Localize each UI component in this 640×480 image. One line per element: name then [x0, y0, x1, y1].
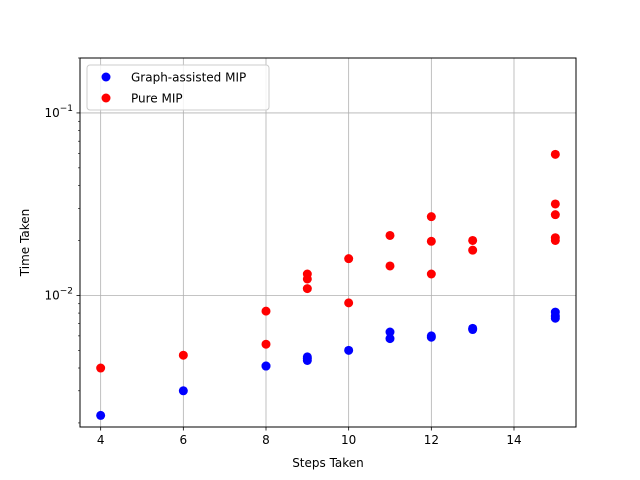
legend: Graph-assisted MIP Pure MIP: [86, 64, 270, 111]
x-tick-label: 12: [424, 433, 439, 447]
pure-mip-point: [385, 230, 395, 240]
plot-area-frame: [79, 57, 577, 428]
pure-mip-point: [550, 149, 560, 159]
graph-assisted-point: [344, 345, 354, 355]
x-tick-label: 4: [97, 433, 105, 447]
pure-mip-point: [550, 233, 560, 243]
graph-assisted-point: [385, 334, 395, 344]
pure-mip-point: [96, 363, 106, 373]
graph-assisted-point: [385, 327, 395, 337]
graph-assisted-point: [96, 410, 106, 420]
legend-marker: [101, 72, 111, 82]
legend-box: [86, 64, 270, 111]
pure-mip-point: [550, 210, 560, 220]
graph-assisted-point: [261, 361, 271, 371]
pure-mip-point: [468, 235, 478, 245]
pure-mip-point: [426, 236, 436, 246]
x-tick-label: 6: [180, 433, 188, 447]
x-tick-label: 8: [262, 433, 270, 447]
x-axis-label: Steps Taken: [292, 456, 364, 470]
pure-mip-point: [550, 199, 560, 209]
x-tick-label: 10: [341, 433, 356, 447]
graph-assisted-point: [468, 323, 478, 333]
legend-marker: [101, 93, 111, 103]
graph-assisted-point: [426, 331, 436, 341]
pure-mip-point: [261, 306, 271, 316]
y-axis-label: Time Taken: [18, 209, 32, 277]
axis-ticks: 4 6 8 10 12 14 10−2 10−1: [44, 57, 522, 447]
pure-mip-point: [261, 339, 271, 349]
legend-label: Pure MIP: [131, 92, 183, 106]
graph-assisted-point: [302, 352, 312, 362]
pure-mip-point: [344, 298, 354, 308]
graph-assisted-point: [178, 386, 188, 396]
pure-mip-point: [178, 350, 188, 360]
y-tick-label: 10−2: [44, 286, 73, 302]
graph-assisted-point: [550, 307, 560, 317]
pure-mip-point: [426, 269, 436, 279]
x-tick-label: 14: [506, 433, 521, 447]
pure-mip-point: [302, 284, 312, 294]
y-tick-label: 10−1: [44, 104, 73, 120]
grid-lines: [80, 58, 576, 427]
legend-label: Graph-assisted MIP: [131, 71, 246, 85]
pure-mip-point: [344, 254, 354, 264]
pure-mip-point: [468, 245, 478, 255]
data-points: [96, 149, 560, 420]
pure-mip-point: [302, 269, 312, 279]
pure-mip-point: [426, 212, 436, 222]
pure-mip-point: [385, 261, 395, 271]
